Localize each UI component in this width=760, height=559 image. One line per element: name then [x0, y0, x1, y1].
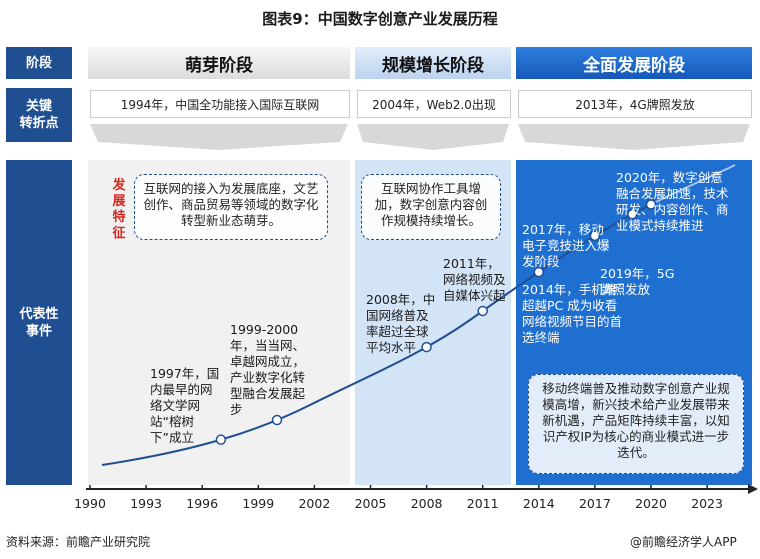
event-dot-1997 — [215, 434, 227, 445]
feature-box-growth: 互联网协作工具增加，数字创意内容创作规模持续增长。 — [361, 174, 501, 240]
row-label-stage: 阶段 — [6, 47, 72, 79]
event-dot-2017 — [589, 230, 601, 242]
x-tick-label: 2011 — [466, 496, 499, 511]
x-axis-arrow-icon — [748, 484, 758, 494]
event-1999-2000: 1999-2000年，当当网、卓越网成立，产业数字化转型融合发展起步 — [230, 322, 306, 417]
event-2019: 2019年，5G牌照发放 — [600, 266, 675, 297]
event-dot-2011 — [477, 305, 488, 317]
event-2017: 2017年，移动电子竞技进入爆发阶段 — [522, 222, 610, 269]
x-tick-label: 2020 — [635, 496, 667, 511]
event-2020: 2020年，数字创意融合发展加速，技术研发、内容创作、商业模式持续推进 — [616, 170, 729, 233]
feature-label: 发展特征 — [112, 178, 126, 241]
event-dot-2020 — [645, 199, 657, 210]
turning-point-1994: 1994年，中国全功能接入国际互联网 — [90, 90, 350, 118]
chevron-down-icon — [90, 124, 750, 150]
x-tick-label: 1996 — [186, 496, 219, 511]
phase-header-growth: 规模增长阶段 — [355, 47, 511, 79]
turning-point-2013: 2013年，4G牌照发放 — [518, 90, 752, 118]
x-tick-label: 2002 — [298, 496, 331, 511]
event-2011: 2011年，网络视频及自媒体兴起 — [443, 256, 506, 303]
event-dot-2008 — [421, 341, 432, 353]
x-tick-label: 2005 — [354, 496, 387, 511]
event-2008: 2008年，中国网络普及率超过全球平均水平 — [366, 292, 436, 355]
x-tick-label: 1999 — [242, 496, 275, 511]
x-tick-label: 1993 — [130, 496, 162, 511]
event-dot-2000 — [271, 414, 283, 426]
growth-curve-tail — [649, 164, 736, 206]
event-dot-2019 — [627, 208, 638, 220]
event-1997: 1997年，国内最早的网络文学网站“榕树下”成立 — [150, 366, 220, 445]
row-label-turning: 关键 转折点 — [6, 88, 72, 142]
phase-header-sprout: 萌芽阶段 — [88, 47, 350, 79]
phase-header-full: 全面发展阶段 — [516, 47, 752, 79]
source-note: 资料来源：前瞻产业研究院 — [6, 535, 151, 549]
x-tick-label: 2023 — [691, 496, 723, 511]
row-label-events: 代表性 事件 — [6, 160, 72, 485]
brand-logo: @前瞻经济学人APP — [630, 535, 737, 549]
x-tick-label: 2014 — [522, 496, 555, 511]
event-dot-2014 — [533, 266, 545, 278]
feature-box-full: 移动终端普及推动数字创意产业规模高增，新兴技术给产业发展带来新机遇，产品矩阵持续… — [528, 374, 744, 474]
x-tick-label: 2017 — [578, 496, 611, 511]
event-2014: 2014年，手机端超越PC 成为收看网络视频节目的首选终端 — [522, 282, 623, 345]
feature-box-sprout: 互联网的接入为发展底座，文艺创作、商品贸易等领域的数字化转型新业态萌芽。 — [134, 174, 328, 240]
x-tick-label: 1990 — [74, 496, 106, 511]
chart-title: 图表9：中国数字创意产业发展历程 — [262, 10, 498, 28]
turning-point-2004: 2004年，Web2.0出现 — [357, 90, 511, 118]
x-tick-label: 2008 — [410, 496, 443, 511]
